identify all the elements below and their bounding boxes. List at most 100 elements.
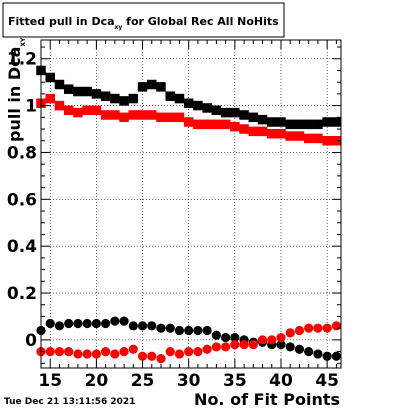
data-point xyxy=(128,321,138,331)
data-point xyxy=(313,119,323,130)
data-point xyxy=(276,117,286,127)
data-point xyxy=(82,86,92,97)
data-point xyxy=(91,349,101,359)
data-point xyxy=(294,131,305,141)
data-point xyxy=(313,349,323,359)
y-tick-labels: 0 0.2 0.4 0.6 0.8 1 1.2 xyxy=(7,50,37,351)
data-point xyxy=(331,351,341,361)
data-point xyxy=(304,323,314,333)
x-tick-label: 40 xyxy=(269,371,293,391)
data-point xyxy=(184,325,194,336)
data-point xyxy=(220,107,231,118)
data-point xyxy=(156,354,166,364)
data-point xyxy=(313,323,323,333)
y-tick-label: 0.6 xyxy=(7,190,37,210)
data-point xyxy=(82,349,92,359)
data-point xyxy=(64,318,74,329)
data-point xyxy=(331,117,342,127)
data-point xyxy=(211,119,222,130)
data-point xyxy=(165,112,175,123)
data-point xyxy=(239,339,249,350)
data-point xyxy=(202,103,212,113)
data-point xyxy=(331,135,342,146)
axis-ticks xyxy=(40,40,341,368)
data-point xyxy=(165,323,175,333)
data-point xyxy=(221,342,231,352)
data-point xyxy=(45,318,55,329)
data-point xyxy=(82,105,92,116)
data-point xyxy=(276,332,286,343)
data-point xyxy=(257,335,268,345)
data-point xyxy=(147,321,157,331)
data-point xyxy=(294,344,305,354)
x-tick-label: 15 xyxy=(38,371,62,391)
data-point xyxy=(230,107,240,118)
data-point xyxy=(183,117,194,127)
data-point xyxy=(54,347,65,357)
data-point xyxy=(119,112,129,123)
data-point xyxy=(174,349,185,359)
x-tick-label: 25 xyxy=(131,371,155,391)
plot-frame xyxy=(40,39,342,369)
data-point xyxy=(220,119,231,130)
data-point xyxy=(100,91,111,101)
data-point xyxy=(91,318,101,329)
x-axis-title: No. of Fit Points xyxy=(194,390,340,409)
data-point xyxy=(91,105,102,116)
data-point xyxy=(101,347,111,357)
data-point xyxy=(137,321,148,331)
data-point xyxy=(119,96,129,106)
data-point xyxy=(137,82,148,92)
data-point xyxy=(202,119,212,130)
data-point xyxy=(230,121,240,132)
data-point xyxy=(128,93,139,104)
x-tick-labels: 15 20 25 30 35 40 45 xyxy=(38,371,339,391)
data-point xyxy=(267,117,277,127)
x-tick-label: 30 xyxy=(177,371,201,391)
y-tick-label: 0 xyxy=(25,331,37,351)
data-point xyxy=(101,318,111,329)
data-point xyxy=(73,349,83,359)
data-point xyxy=(276,339,286,350)
data-point xyxy=(110,93,120,104)
y-tick-label: 1 xyxy=(25,97,37,117)
data-point xyxy=(73,86,83,97)
x-tick-label: 45 xyxy=(315,371,339,391)
data-point xyxy=(313,133,323,144)
data-point xyxy=(193,325,203,336)
series-3 xyxy=(36,321,341,364)
data-point xyxy=(110,316,120,326)
data-point xyxy=(193,347,203,357)
data-point xyxy=(184,347,194,357)
data-point xyxy=(193,119,203,130)
data-point xyxy=(119,316,129,326)
data-point xyxy=(45,347,55,357)
data-point xyxy=(156,112,166,123)
data-point xyxy=(202,344,212,354)
data-point xyxy=(64,347,74,357)
data-point xyxy=(128,110,139,120)
data-point xyxy=(54,321,65,331)
data-point xyxy=(248,112,259,123)
data-point xyxy=(165,347,175,357)
data-point xyxy=(322,351,332,361)
data-point xyxy=(100,110,111,120)
data-point xyxy=(110,110,120,120)
y-tick-label: 0.4 xyxy=(7,237,37,257)
data-point xyxy=(211,342,221,352)
data-point xyxy=(63,105,74,116)
data-point xyxy=(230,332,240,343)
data-point xyxy=(285,342,295,352)
data-point xyxy=(211,330,221,340)
title-box xyxy=(2,2,285,38)
data-point xyxy=(45,72,55,83)
data-point xyxy=(174,93,185,104)
x-tick-label: 20 xyxy=(85,371,109,391)
data-point xyxy=(257,114,268,125)
y-tick-label: 1.2 xyxy=(7,50,37,70)
data-point xyxy=(285,119,295,130)
data-point xyxy=(248,126,259,137)
